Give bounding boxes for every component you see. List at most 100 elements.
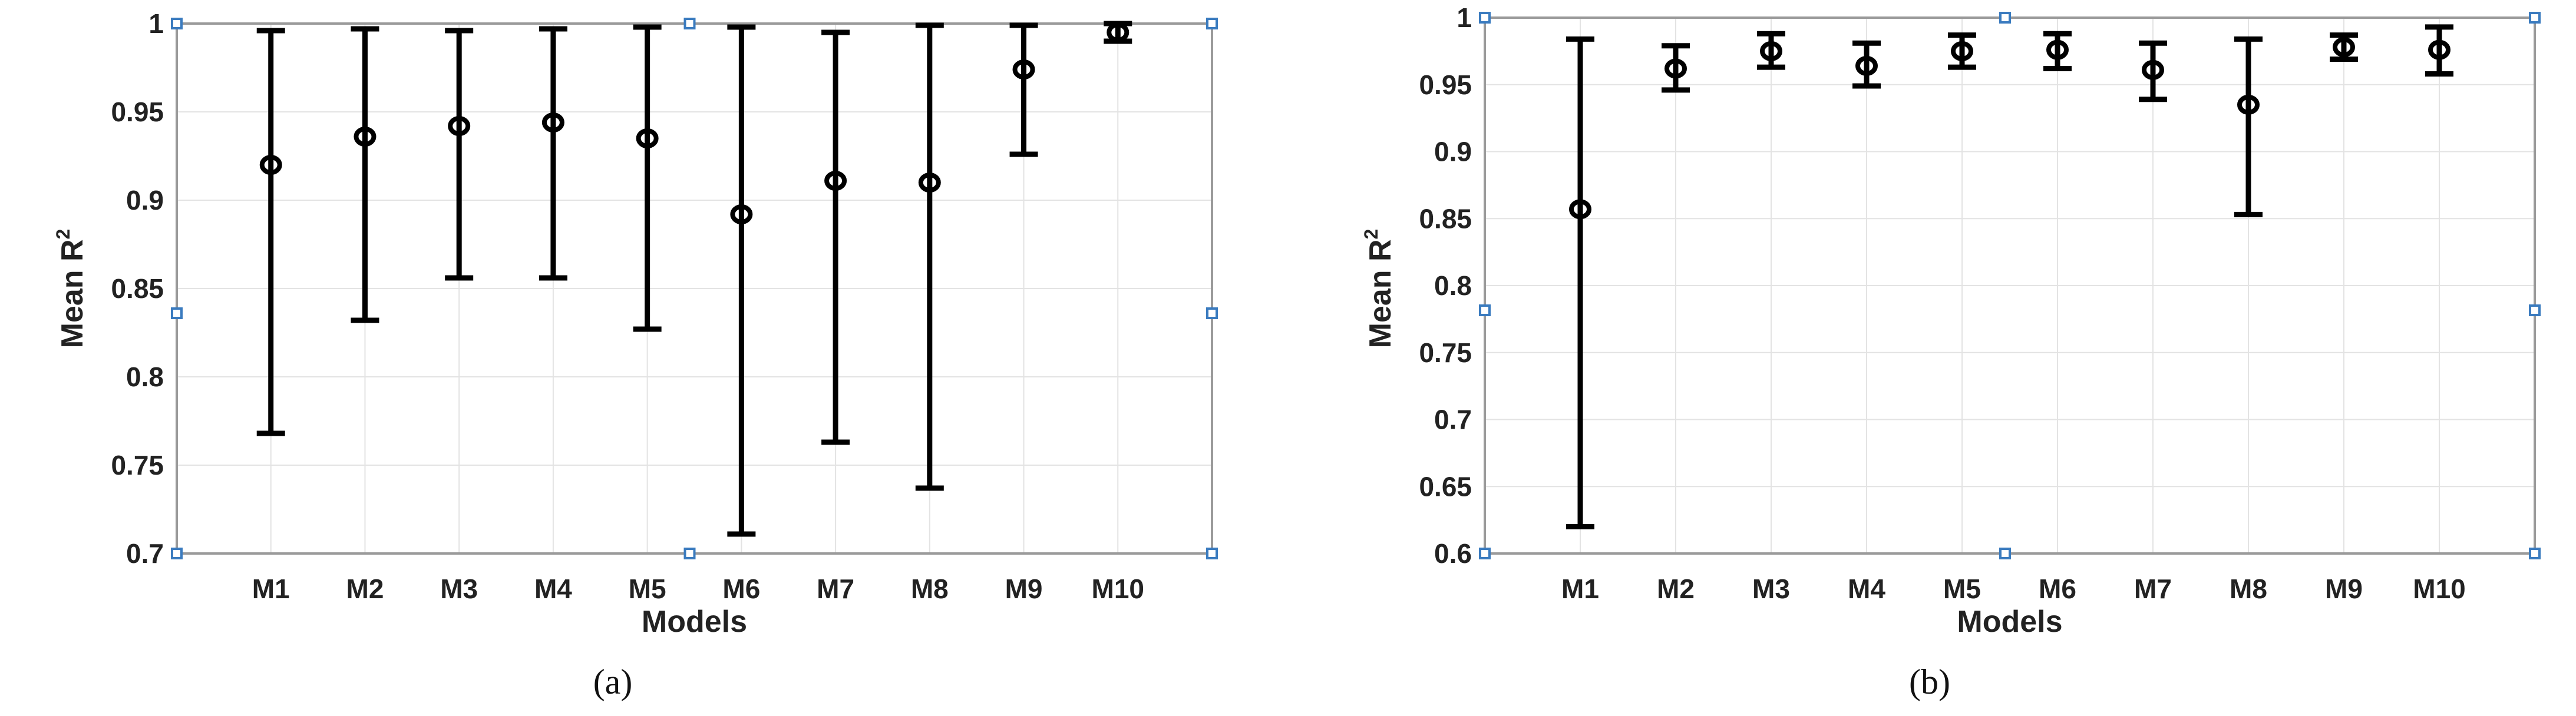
- mean-marker: [354, 127, 377, 147]
- resize-handle: [1479, 304, 1491, 316]
- x-tick-label: M8: [911, 574, 949, 604]
- mean-marker: [824, 171, 847, 191]
- error-bar-m5: [633, 24, 662, 332]
- mean-marker: [1760, 41, 1782, 61]
- y-tick-label: 0.85: [1419, 203, 1472, 234]
- y-tick-label: 0.6: [1434, 538, 1472, 569]
- error-bar-m9: [2330, 32, 2358, 62]
- resize-handle: [2529, 304, 2541, 316]
- y-tick-label: 0.75: [111, 450, 164, 480]
- x-tick-label: M7: [817, 574, 854, 604]
- x-tick-label: M4: [1848, 574, 1885, 604]
- error-bar-m2: [1662, 43, 1690, 93]
- x-tick-label: M1: [252, 574, 290, 604]
- mean-marker: [1951, 41, 1973, 61]
- x-axis-title: Models: [642, 605, 747, 639]
- y-tick-label: 0.8: [126, 362, 164, 392]
- error-bar-m8: [2234, 36, 2263, 217]
- mean-marker: [2237, 94, 2260, 115]
- mean-marker: [2046, 39, 2069, 60]
- x-tick-label: M4: [534, 574, 572, 604]
- panel-label: (a): [593, 662, 633, 701]
- y-axis-title-text: Mean R: [55, 239, 90, 348]
- resize-handle: [2529, 12, 2541, 24]
- error-bar-m5: [1948, 32, 1976, 70]
- mean-marker: [918, 173, 941, 193]
- mean-marker: [2142, 59, 2164, 80]
- error-bar-m10: [2425, 24, 2453, 77]
- x-tick-label: M3: [440, 574, 478, 604]
- error-bar-m3: [1757, 31, 1785, 70]
- resize-handle: [171, 548, 183, 559]
- x-tick-label: M2: [346, 574, 384, 604]
- y-axis-title-superscript: 2: [1360, 229, 1382, 240]
- chart-panel-a: 0.7 0.75 0.8 0.85 0.9 0.95 1 M1 M2 M3 M4 M5 M6 M7 M8 M9…: [52, 8, 1218, 701]
- error-bar-m7: [2139, 40, 2167, 102]
- y-tick-label: 1: [1457, 2, 1472, 33]
- error-bar-m8: [915, 22, 944, 491]
- x-tick-label: M3: [1752, 574, 1790, 604]
- error-bar-m4: [1852, 40, 1881, 89]
- x-tick-label: M9: [1005, 574, 1043, 604]
- error-bar-m6: [2043, 31, 2072, 71]
- resize-handle: [1479, 548, 1491, 559]
- y-tick-label: 0.7: [126, 538, 164, 569]
- y-tick-label: 0.95: [1419, 69, 1472, 100]
- resize-handle: [1206, 18, 1218, 29]
- x-tick-label: M10: [1092, 574, 1144, 604]
- error-bar-m9: [1009, 22, 1038, 157]
- resize-handle: [683, 548, 696, 559]
- mean-marker: [1855, 55, 1878, 76]
- resize-handle: [1479, 12, 1491, 24]
- mean-marker: [541, 112, 564, 132]
- y-tick-label: 0.85: [111, 273, 164, 304]
- y-axis-title-superscript: 2: [52, 229, 74, 240]
- mean-marker: [1012, 59, 1035, 79]
- x-tick-label: M6: [722, 574, 760, 604]
- mean-marker: [1107, 22, 1130, 42]
- resize-handle: [2529, 548, 2541, 559]
- y-axis-title: Mean R2: [52, 229, 90, 349]
- y-tick-label: 0.65: [1419, 471, 1472, 502]
- y-tick-label: 0.8: [1434, 270, 1472, 301]
- y-tick-label: 1: [148, 8, 164, 39]
- mean-marker: [1665, 58, 1687, 79]
- mean-marker: [2428, 39, 2450, 60]
- resize-handle: [1999, 548, 2011, 559]
- resize-handle: [683, 18, 696, 29]
- error-bar-m2: [351, 26, 379, 323]
- x-tick-label: M5: [1943, 574, 1981, 604]
- y-tick-label: 0.9: [126, 185, 164, 216]
- x-tick-label: M8: [2230, 574, 2267, 604]
- x-tick-label: M10: [2413, 574, 2465, 604]
- y-tick-label: 0.75: [1419, 337, 1472, 368]
- mean-marker: [1569, 199, 1591, 220]
- x-tick-label: M2: [1657, 574, 1695, 604]
- x-tick-label: M1: [1561, 574, 1599, 604]
- error-bar-m1: [256, 28, 285, 436]
- error-bar-m1: [1566, 36, 1594, 529]
- y-axis-title-text: Mean R: [1363, 239, 1398, 348]
- x-axis-title: Models: [1957, 605, 2062, 639]
- y-axis-title: Mean R2: [1360, 229, 1398, 349]
- y-tick-label: 0.7: [1434, 405, 1472, 435]
- panel-label: (b): [1909, 662, 1950, 701]
- x-tick-label: M7: [2134, 574, 2172, 604]
- resize-handle: [1206, 548, 1218, 559]
- mean-marker: [730, 204, 753, 224]
- error-bar-m10: [1104, 21, 1132, 44]
- mean-marker: [259, 155, 282, 175]
- mean-marker: [448, 116, 471, 136]
- error-bar-m7: [821, 29, 850, 445]
- resize-handle: [171, 18, 183, 29]
- mean-marker: [636, 128, 659, 148]
- resize-handle: [1999, 12, 2011, 24]
- error-bar-m6: [727, 24, 756, 537]
- resize-handle: [171, 307, 183, 319]
- x-tick-label: M6: [2039, 574, 2076, 604]
- error-bar-m4: [539, 26, 567, 281]
- x-tick-label: M9: [2325, 574, 2363, 604]
- error-bar-m3: [445, 28, 474, 281]
